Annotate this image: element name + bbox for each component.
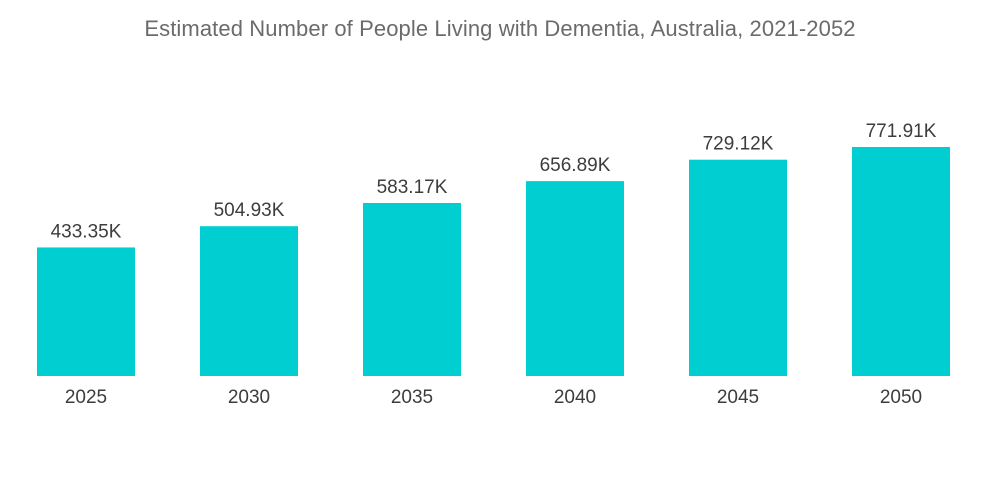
x-tick-label-2035: 2035 xyxy=(391,387,433,408)
bar-2035 xyxy=(363,202,461,376)
x-axis-ticks: 2025 2030 2035 2040 2045 2050 xyxy=(65,387,922,408)
bar-2030 xyxy=(200,226,298,376)
value-label-2040: 656.89K xyxy=(540,155,611,176)
value-label-2045: 729.12K xyxy=(703,134,774,155)
x-tick-label-2025: 2025 xyxy=(65,387,107,408)
x-tick-label-2040: 2040 xyxy=(554,387,596,408)
bar-2040 xyxy=(526,181,624,376)
x-tick-label-2050: 2050 xyxy=(880,387,922,408)
bar-2050 xyxy=(852,147,950,376)
chart-title: Estimated Number of People Living with D… xyxy=(144,16,856,41)
bars-group xyxy=(37,147,950,376)
bar-2025 xyxy=(37,247,135,376)
value-label-2050: 771.91K xyxy=(866,121,937,142)
x-tick-label-2045: 2045 xyxy=(717,387,759,408)
value-label-2035: 583.17K xyxy=(377,177,448,198)
x-tick-label-2030: 2030 xyxy=(228,387,270,408)
value-labels-group: 433.35K 504.93K 583.17K 656.89K 729.12K 771.9… xyxy=(51,121,937,242)
value-label-2030: 504.93K xyxy=(214,200,285,221)
value-label-2025: 433.35K xyxy=(51,221,122,242)
bar-2045 xyxy=(689,159,787,376)
